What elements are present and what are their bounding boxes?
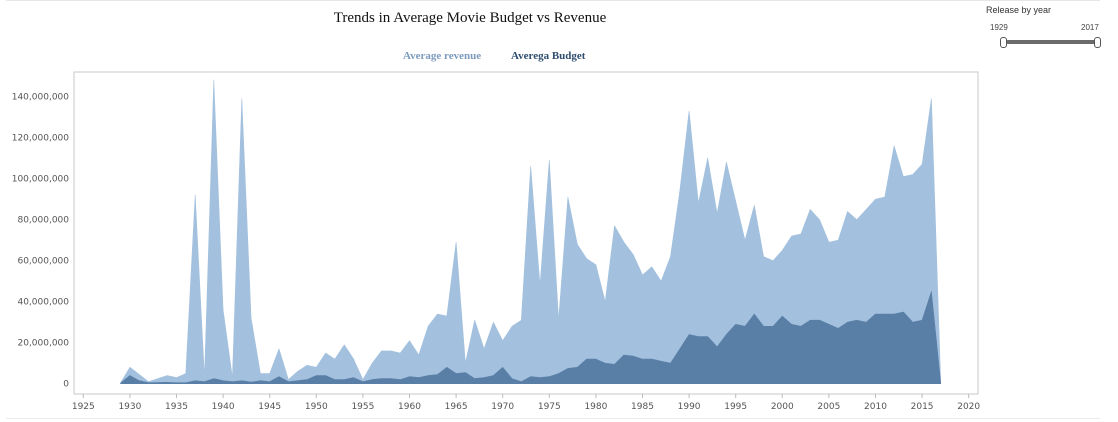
x-tick-label: 1965 [445,402,468,412]
x-tick-label: 2000 [771,402,794,412]
x-tick-label: 1990 [678,402,701,412]
year-slider-track[interactable] [1006,40,1100,44]
y-tick-label: 80,000,000 [17,216,69,226]
year-filter-title: Release by year [986,5,1052,15]
x-tick-label: 2005 [817,402,840,412]
y-tick-label: 20,000,000 [17,339,69,349]
x-tick-label: 2015 [911,402,934,412]
legend-item-average-budget[interactable]: Averega Budget [511,50,586,62]
x-tick-label: 1930 [118,402,141,412]
year-filter-min-label: 1929 [990,23,1008,32]
x-tick-label: 1995 [724,402,747,412]
x-tick-label: 1935 [165,402,188,412]
area-series-average-revenue [120,79,941,384]
year-filter-max-label: 2017 [1081,23,1099,32]
y-tick-label: 60,000,000 [17,257,69,267]
year-range-filter: Release by year 1929 2017 [980,4,1106,54]
x-tick-label: 1985 [631,402,654,412]
chart-title: Trends in Average Movie Budget vs Revenu… [333,10,607,26]
legend-item-average-revenue[interactable]: Average revenue [403,50,482,62]
y-tick-label: 120,000,000 [12,134,70,144]
area-series-average-budget [120,291,941,384]
y-tick-label: 0 [63,380,69,390]
x-tick-label: 2010 [864,402,887,412]
x-tick-label: 1955 [351,402,374,412]
x-tick-label: 2020 [957,402,980,412]
x-tick-label: 1950 [305,402,328,412]
x-tick-label: 1925 [72,402,95,412]
bottom-divider [6,418,1100,419]
x-tick-label: 1970 [491,402,514,412]
y-tick-label: 140,000,000 [12,93,70,103]
top-divider [6,0,1100,1]
y-tick-label: 40,000,000 [17,298,69,308]
x-tick-label: 1945 [258,402,281,412]
year-slider-max-handle[interactable] [1094,37,1101,48]
year-slider-min-handle[interactable] [1000,37,1007,48]
x-tick-label: 1980 [584,402,607,412]
x-tick-label: 1960 [398,402,421,412]
y-tick-label: 100,000,000 [12,175,70,185]
x-tick-label: 1940 [212,402,235,412]
x-tick-label: 1975 [538,402,561,412]
chart-legend: Average revenue Averega Budget [380,50,640,66]
